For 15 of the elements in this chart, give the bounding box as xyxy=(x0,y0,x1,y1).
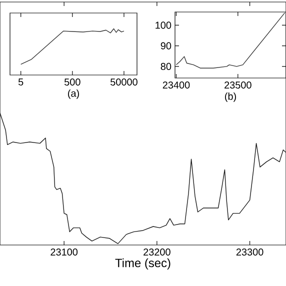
x-axis-title: Time (sec) xyxy=(115,258,170,270)
y-tick-label: 80 xyxy=(160,62,172,70)
x-tick-label: 5 xyxy=(18,78,24,86)
x-tick-label: 50000 xyxy=(110,78,138,86)
x-tick-label: 23200 xyxy=(144,248,170,256)
x-tick-label: 23400 xyxy=(162,82,190,89)
y-tick-label: 100 xyxy=(156,22,172,29)
y-tick-label: 90 xyxy=(160,42,172,50)
line-series xyxy=(176,12,286,68)
x-tick-label: 23100 xyxy=(50,248,78,256)
x-tick-label: 23500 xyxy=(224,82,252,89)
x-tick-label: 23300 xyxy=(236,248,264,256)
text: (a) xyxy=(68,90,79,99)
text: (b) xyxy=(225,92,236,102)
x-tick-label: 500 xyxy=(64,78,80,86)
